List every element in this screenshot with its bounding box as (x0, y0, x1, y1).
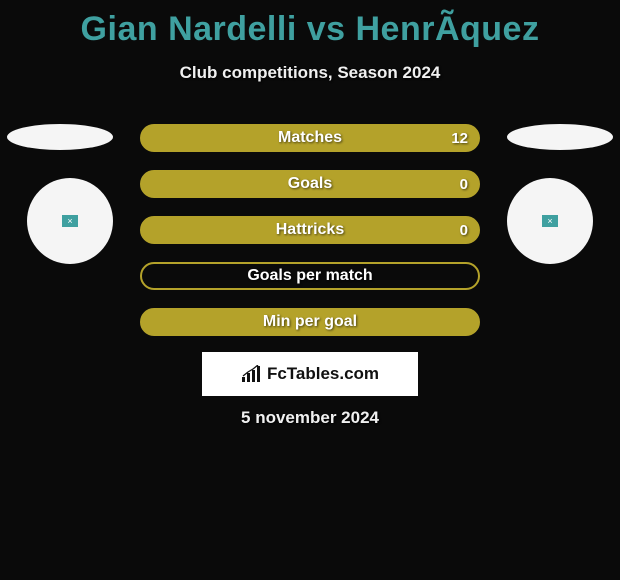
chart-icon (241, 365, 263, 383)
page-title: Gian Nardelli vs HenrÃ­quez (0, 0, 620, 49)
stat-label: Goals per match (247, 267, 372, 285)
country-flag-left (7, 124, 113, 150)
image-placeholder-icon (542, 215, 558, 227)
stat-row-goals-per-match: Goals per match (140, 262, 480, 290)
stat-label: Hattricks (276, 221, 344, 239)
stat-row-hattricks: Hattricks 0 (140, 216, 480, 244)
stats-container: Matches 12 Goals 0 Hattricks 0 Goals per… (140, 124, 480, 354)
stat-row-matches: Matches 12 (140, 124, 480, 152)
stat-label: Min per goal (263, 313, 357, 331)
subtitle: Club competitions, Season 2024 (0, 63, 620, 83)
club-badge-right (507, 178, 593, 264)
country-flag-right (507, 124, 613, 150)
club-badge-left (27, 178, 113, 264)
fctables-logo: FcTables.com (202, 352, 418, 396)
stat-row-min-per-goal: Min per goal (140, 308, 480, 336)
stat-row-goals: Goals 0 (140, 170, 480, 198)
image-placeholder-icon (62, 215, 78, 227)
logo-text: FcTables.com (267, 364, 379, 384)
stat-value-right: 0 (460, 222, 468, 239)
stat-value-right: 0 (460, 176, 468, 193)
stat-value-right: 12 (451, 130, 468, 147)
stat-label: Goals (288, 175, 332, 193)
stat-label: Matches (278, 129, 342, 147)
date-label: 5 november 2024 (0, 408, 620, 428)
